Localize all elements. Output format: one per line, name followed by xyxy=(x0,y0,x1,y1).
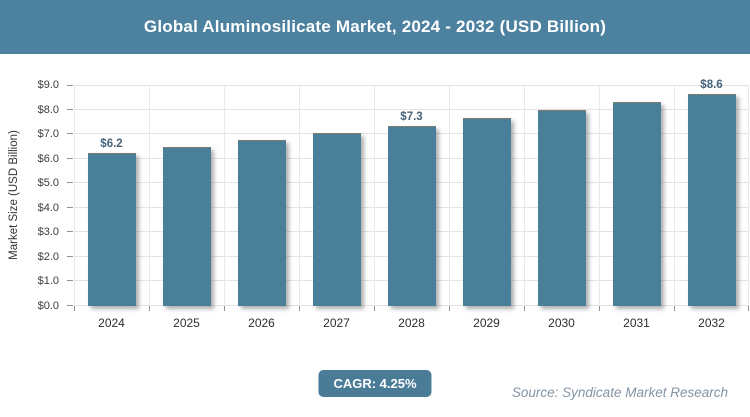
x-tick-mark xyxy=(599,306,600,311)
y-tick-mark xyxy=(67,133,73,135)
x-tick-label: 2028 xyxy=(398,316,425,330)
x-tick-mark xyxy=(224,306,225,311)
gridline-vertical xyxy=(149,85,150,306)
y-tick-mark xyxy=(67,305,73,306)
x-tick-mark xyxy=(374,306,375,311)
x-tick-label: 2024 xyxy=(98,316,125,330)
gridline-vertical xyxy=(299,85,300,306)
y-tick-mark xyxy=(67,182,73,184)
x-tick-mark xyxy=(674,306,675,311)
bar-2025 xyxy=(162,146,211,306)
y-tick-mark xyxy=(67,108,73,110)
gridline-vertical xyxy=(224,85,225,306)
y-tick-label: $3.0 xyxy=(37,226,59,239)
x-tick-mark xyxy=(149,306,150,311)
gridline-vertical xyxy=(748,85,749,306)
y-tick-label: $6.0 xyxy=(37,152,59,165)
bar-2031 xyxy=(612,102,661,306)
bar-value-label: $8.6 xyxy=(700,78,723,91)
gridline-horizontal xyxy=(74,108,749,110)
bar-2032 xyxy=(687,93,736,306)
y-tick-label: $8.0 xyxy=(37,103,59,116)
y-tick-label: $2.0 xyxy=(37,250,59,263)
gridline-vertical xyxy=(599,85,600,306)
y-tick-mark xyxy=(67,231,73,233)
bar-value-label: $6.2 xyxy=(100,137,123,150)
gridline-vertical xyxy=(449,85,450,306)
x-tick-label: 2029 xyxy=(473,316,500,330)
plot-area: $6.2 $7.3 $8.6 xyxy=(67,79,749,311)
y-tick-label: $1.0 xyxy=(37,275,59,288)
gridline-vertical xyxy=(374,85,375,306)
x-tick-label: 2032 xyxy=(698,316,725,330)
x-tick-label: 2027 xyxy=(323,316,350,330)
gridline-horizontal xyxy=(74,85,749,86)
x-tick-label: 2030 xyxy=(548,316,575,330)
gridline-vertical xyxy=(524,85,525,306)
x-tick-mark xyxy=(74,306,75,311)
y-tick-label: $4.0 xyxy=(37,201,59,214)
bar-value-label: $7.3 xyxy=(400,110,423,123)
x-tick-mark xyxy=(524,306,525,311)
source-attribution: Source: Syndicate Market Research xyxy=(511,385,728,400)
y-tick-label: $5.0 xyxy=(37,177,59,190)
x-axis-labels: 2024 2025 2026 2027 2028 2029 2030 2031 2032 xyxy=(74,316,749,330)
y-tick-label: $9.0 xyxy=(37,79,59,91)
y-tick-mark xyxy=(67,157,73,159)
bar-2026 xyxy=(237,140,286,306)
y-tick-mark xyxy=(67,85,73,86)
x-tick-mark xyxy=(299,306,300,311)
cagr-badge: CAGR: 4.25% xyxy=(318,370,432,397)
x-tick-mark xyxy=(449,306,450,311)
x-tick-label: 2025 xyxy=(173,316,200,330)
bar-2029 xyxy=(462,118,511,306)
y-tick-mark xyxy=(67,255,73,257)
y-axis-tick-labels: $0.0 $1.0 $2.0 $3.0 $4.0 $5.0 $6.0 $7.0 $8.0 $9.0 xyxy=(0,79,66,312)
chart-title-bar: Global Aluminosilicate Market, 2024 - 20… xyxy=(0,0,750,54)
y-tick-mark xyxy=(67,280,73,282)
bar-2024 xyxy=(87,152,136,306)
gridline-vertical xyxy=(74,85,75,306)
x-tick-label: 2031 xyxy=(623,316,650,330)
y-tick-mark xyxy=(67,206,73,208)
x-tick-mark xyxy=(748,306,749,311)
bar-2028 xyxy=(387,125,436,306)
gridline-vertical xyxy=(674,85,675,306)
y-tick-label: $7.0 xyxy=(37,128,59,141)
chart-title: Global Aluminosilicate Market, 2024 - 20… xyxy=(143,17,607,36)
y-tick-label: $0.0 xyxy=(37,300,59,312)
bar-2027 xyxy=(312,133,361,306)
bar-2030 xyxy=(537,109,586,306)
x-tick-label: 2026 xyxy=(248,316,275,330)
